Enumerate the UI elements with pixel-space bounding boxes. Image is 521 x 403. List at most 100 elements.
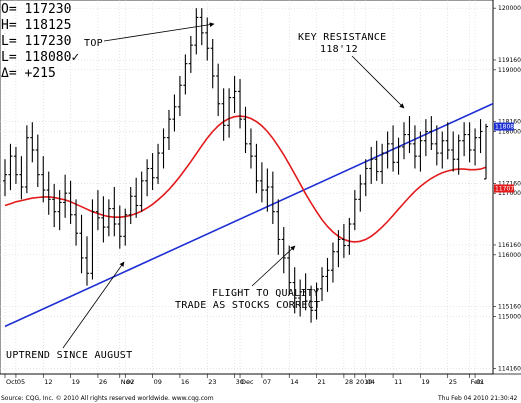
y-tick-label: 118000: [498, 129, 521, 136]
ohlc-bar: [434, 125, 439, 166]
x-tick-label: 11: [394, 378, 402, 386]
ohlc-bar: [341, 224, 346, 258]
ohlc-bar: [456, 134, 461, 175]
ma-value-tag-text: 117076: [495, 185, 518, 192]
ohlc-bar: [106, 199, 111, 237]
ohlc-bar: [79, 214, 84, 274]
ohlc-bar: [462, 122, 467, 157]
ohlc-bar: [63, 174, 68, 218]
x-tick-label: 07: [263, 378, 271, 386]
annotation-flight-arrow: [251, 245, 296, 287]
annotation-key-resistance-arrow: [351, 55, 405, 109]
x-tick-label: 21: [318, 378, 326, 386]
ohlc-bar: [183, 54, 188, 95]
ohlc-bar: [467, 122, 472, 163]
readout-low: L= 117230: [1, 34, 71, 49]
ohlc-bar: [35, 134, 40, 187]
ohlc-bar: [68, 180, 73, 224]
ohlc-bar: [473, 128, 478, 166]
ohlc-bar: [314, 282, 319, 320]
annotation-uptrend-arrow: [62, 261, 125, 349]
y-tick-label: 116160: [498, 242, 521, 249]
ohlc-bar: [13, 146, 18, 184]
ohlc-bar: [358, 174, 363, 212]
ohlc-bar: [123, 208, 128, 246]
ohlc-bar: [292, 267, 297, 314]
ohlc-bar: [30, 122, 35, 163]
x-tick-label: Feb: [471, 378, 483, 386]
ohlc-bar: [259, 162, 264, 203]
ohlc-bar: [352, 190, 357, 231]
ohlc-bar: [451, 131, 456, 172]
ohlc-bar: [177, 76, 182, 117]
ohlc-bar: [429, 116, 434, 150]
ohlc-bar: [347, 217, 352, 255]
ohlc-bar: [84, 236, 89, 286]
annotation-key-resistance: KEY RESISTANCE: [298, 32, 387, 43]
ohlc-bar: [46, 171, 51, 215]
ohlc-bar: [402, 122, 407, 160]
ohlc-bar: [336, 230, 341, 268]
x-tick-label: 12: [44, 378, 52, 386]
readout-open: O= 117230: [1, 2, 71, 17]
y-tick-label: 115160: [498, 304, 521, 311]
ma-value-tag: 117076: [494, 184, 518, 193]
ohlc-bar: [161, 128, 166, 169]
ohlc-bar: [199, 8, 204, 46]
y-tick-label: 117000: [498, 190, 521, 197]
ohlc-bar: [95, 190, 100, 231]
x-tick-label: 19: [421, 378, 429, 386]
ohlc-bar: [303, 273, 308, 311]
ohlc-bar: [281, 227, 286, 274]
ohlc-bar: [325, 257, 330, 292]
annotation-flight-to-quality: FLIGHT TO QUALITY: [212, 288, 319, 299]
x-tick-label: 2010: [356, 378, 373, 386]
y-tick-label: 117160: [498, 180, 521, 187]
x-tick-label: 09: [154, 378, 162, 386]
ohlc-bar: [232, 76, 237, 113]
ohlc-bar: [276, 199, 281, 255]
x-tick-label: 25: [449, 378, 457, 386]
ohlc-bar: [287, 245, 292, 295]
ohlc-bar: [166, 109, 171, 150]
ohlc-bar: [248, 128, 253, 169]
y-tick-label: 118160: [498, 119, 521, 126]
ohlc-bar: [8, 143, 13, 191]
ohlc-bar: [172, 94, 177, 132]
last-price-tag-text: 118080: [495, 124, 518, 131]
ohlc-bar: [407, 116, 412, 154]
ohlc-bar: [265, 168, 270, 212]
ohlc-bar: [57, 190, 62, 231]
ohlc-bar: [243, 106, 248, 154]
readout-close: L= 118080✓: [1, 50, 79, 65]
ohlc-bar: [412, 125, 417, 169]
ohlc-bar: [445, 122, 450, 160]
y-tick-label: 119000: [498, 67, 521, 74]
ohlc-bar: [24, 125, 29, 194]
ohlc-bar: [139, 171, 144, 212]
x-tick-label: 28: [345, 378, 353, 386]
y-axis-ticks: 120000 119160 118160 117160 116160 115160 1141…: [493, 5, 521, 372]
ohlc-bar: [216, 63, 221, 117]
ohlc-bar: [101, 196, 106, 243]
ohlc-bar: [156, 143, 161, 184]
ohlc-bar: [484, 123, 488, 180]
ohlc-bar: [363, 159, 368, 197]
ohlc-bar: [298, 279, 303, 317]
y-tick-label: 114160: [498, 365, 521, 372]
ohlc-bar: [380, 143, 385, 184]
ohlc-bar: [52, 183, 57, 228]
uptrend-line: [4, 102, 494, 328]
annotation-uptrend: UPTREND SINCE AUGUST: [6, 350, 132, 361]
ohlc-bar: [320, 267, 325, 302]
x-tick-label: 26: [99, 378, 107, 386]
ohlc-bar: [112, 187, 117, 237]
ohlc-bar: [396, 137, 401, 175]
readout-high: H= 118125: [1, 18, 71, 33]
ohlc-bar: [145, 159, 150, 197]
ohlc-bar: [478, 119, 483, 154]
x-tick-label: 05: [17, 378, 25, 386]
ohlc-bar: [210, 39, 215, 89]
ohlc-bar: [440, 131, 445, 169]
